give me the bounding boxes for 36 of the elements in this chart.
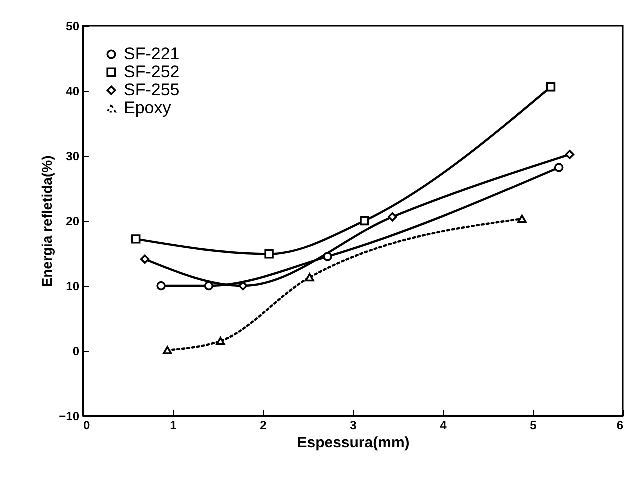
y-tick-label: 40: [66, 84, 80, 98]
x-tick-label: 5: [530, 418, 538, 432]
point: [162, 346, 172, 354]
x-tick-label: 4: [440, 418, 448, 432]
point: [238, 281, 248, 291]
legend-label: SF-255: [124, 80, 180, 100]
point: [216, 337, 226, 346]
point: [131, 234, 141, 244]
y-tick-label: 10: [66, 280, 80, 294]
point: [360, 216, 370, 226]
point: [204, 281, 214, 291]
point: [546, 82, 556, 92]
point: [140, 254, 150, 264]
point: [518, 214, 527, 224]
y-tick-label: 30: [66, 150, 80, 164]
x-tick-label: 3: [350, 418, 358, 432]
legend-label: SF-221: [124, 44, 180, 64]
point: [565, 150, 575, 160]
point: [554, 163, 564, 172]
y-tick-label: 50: [66, 20, 80, 34]
y-tick-label: 0: [72, 344, 80, 358]
legend-label: SF-252: [124, 62, 180, 82]
point: [156, 281, 166, 291]
x-tick-label: 2: [260, 418, 268, 432]
y-tick-label: −10: [59, 410, 80, 424]
x-tick-label: 6: [616, 418, 624, 432]
x-tick-label: 0: [84, 418, 90, 432]
point: [264, 250, 274, 259]
point: [323, 252, 332, 262]
legend-label: Epoxy: [124, 98, 172, 118]
point: [305, 273, 314, 282]
x-tick-label: 1: [170, 418, 178, 432]
x-axis-title: Espessura(mm): [297, 434, 410, 452]
y-tick-label: 20: [66, 214, 80, 228]
point: [388, 212, 398, 222]
y-axis-title: Energia refletida(%): [39, 156, 56, 288]
